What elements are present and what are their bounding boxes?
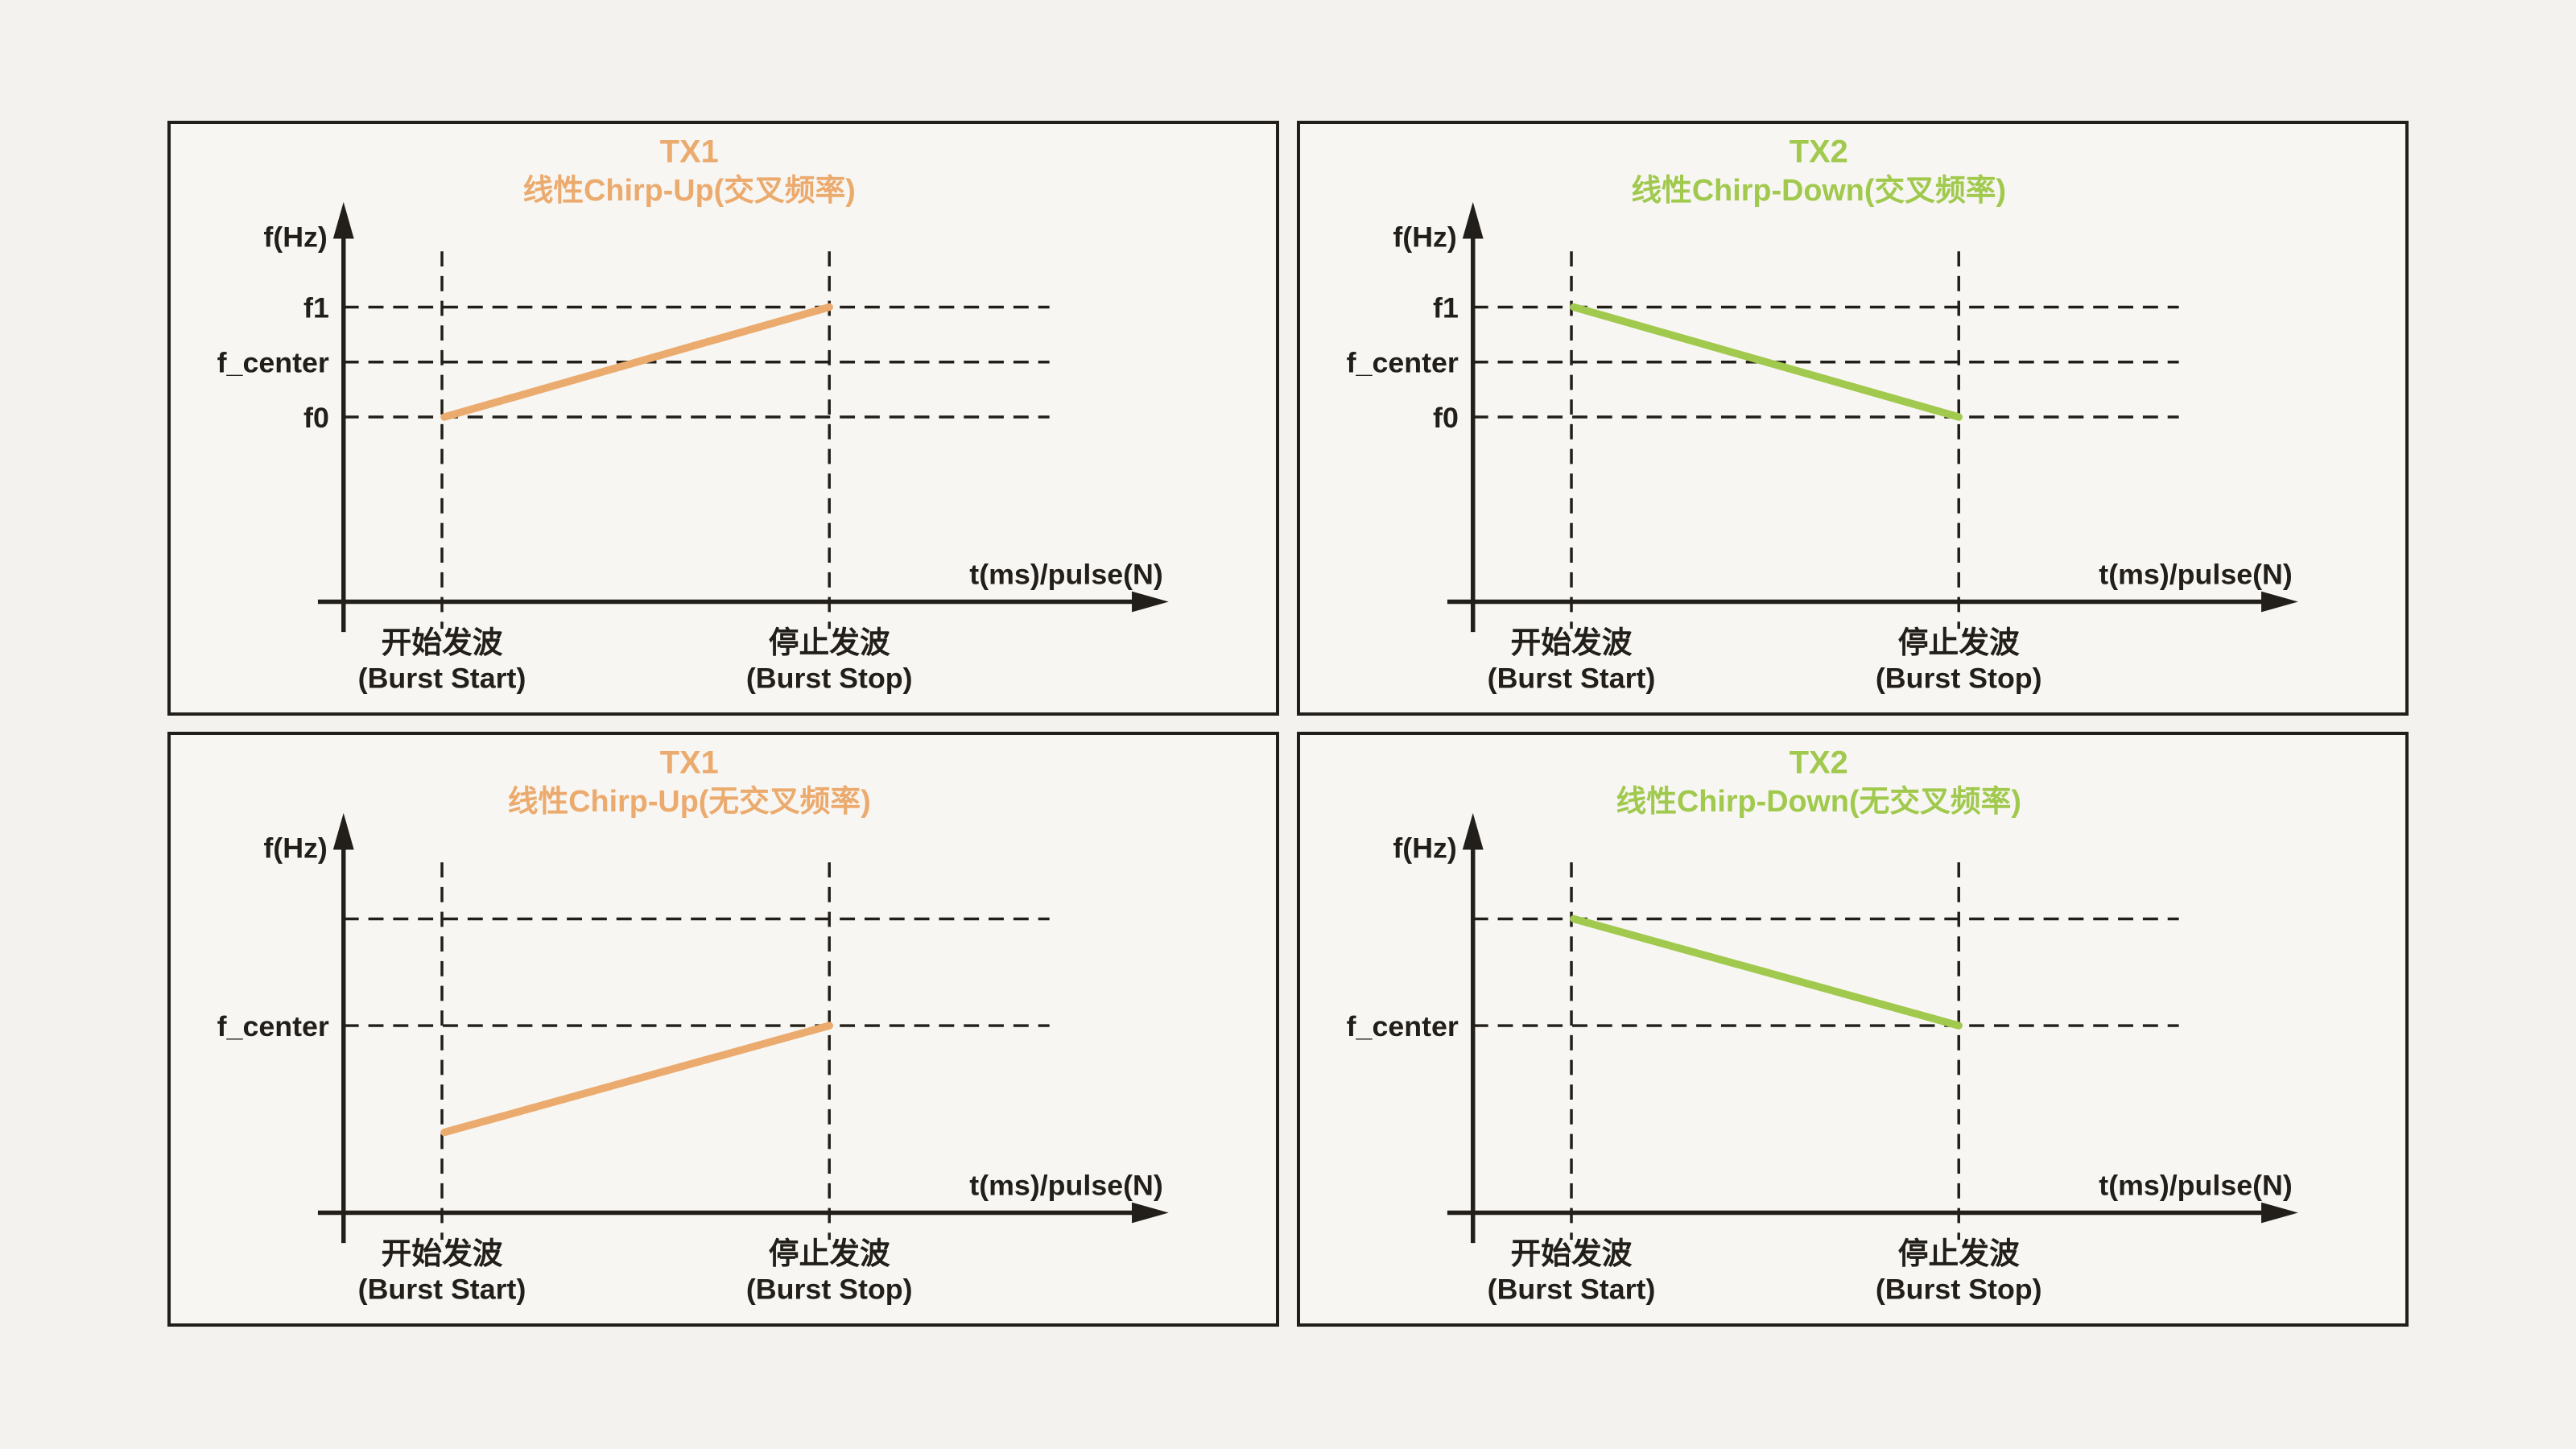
- freq-gridline-label: f_center: [1347, 1010, 1459, 1042]
- x-tick-label-zh: 停止发波: [769, 1236, 890, 1270]
- panel-tx1-chirp-up-uncrossed: TX1 线性Chirp-Up(无交叉频率) f_center 开始发波 (Burst S…: [167, 732, 1279, 1327]
- panel-title: TX1: [660, 745, 719, 781]
- freq-gridline-label: f0: [1433, 402, 1459, 434]
- y-axis-arrowhead-icon: [332, 201, 354, 239]
- x-tick-label-zh: 开始发波: [1511, 1236, 1633, 1270]
- x-axis-label: t(ms)/pulse(N): [969, 559, 1163, 591]
- x-tick-label-en: (Burst Stop): [1876, 662, 2042, 694]
- x-axis-arrowhead-icon: [1132, 1202, 1169, 1224]
- freq-gridline-label: f1: [1433, 291, 1459, 324]
- x-tick-label-en: (Burst Start): [1488, 1273, 1656, 1305]
- y-axis-arrowhead-icon: [1462, 201, 1484, 239]
- x-axis-arrowhead-icon: [1132, 591, 1169, 613]
- x-axis-label: t(ms)/pulse(N): [969, 1170, 1163, 1202]
- panel-tx1-chirp-up-crossed: TX1 线性Chirp-Up(交叉频率) f1 f_center f0 开始发波 (Burs…: [167, 121, 1279, 716]
- panel-subtitle: 线性Chirp-Down(无交叉频率): [1616, 784, 2021, 818]
- x-tick-label-zh: 开始发波: [382, 1236, 503, 1270]
- panel-title: TX2: [1790, 745, 1848, 781]
- freq-gridline-label: f_center: [1347, 347, 1459, 379]
- x-axis-label: t(ms)/pulse(N): [2099, 1170, 2293, 1202]
- freq-gridline-label: f_center: [217, 1010, 329, 1042]
- x-tick-label-en: (Burst Start): [358, 662, 526, 694]
- chirp-plot: TX2线性Chirp-Down(交叉频率)f1f_centerf0开始发波(Bu…: [1347, 134, 2298, 694]
- panel-title: TX1: [660, 134, 719, 170]
- panel-subtitle: 线性Chirp-Down(交叉频率): [1631, 173, 2006, 207]
- x-tick-label-zh: 停止发波: [769, 625, 890, 659]
- chirp-line-down: [1570, 914, 1963, 1030]
- chirp-line-up: [440, 1022, 833, 1137]
- x-tick-label-zh: 停止发波: [1898, 625, 2020, 659]
- panel-tx2-chirp-down-crossed: TX2 线性Chirp-Down(交叉频率) f1 f_center f0 开始发波 (Bu…: [1297, 121, 2409, 716]
- chirp-line-up: [440, 303, 833, 421]
- panel-subtitle: 线性Chirp-Up(交叉频率): [523, 173, 856, 207]
- x-axis-arrowhead-icon: [2261, 1202, 2298, 1224]
- x-tick-label-en: (Burst Start): [358, 1273, 526, 1305]
- panel-subtitle: 线性Chirp-Up(无交叉频率): [508, 784, 871, 818]
- x-tick-label-en: (Burst Stop): [746, 662, 913, 694]
- chirp-plot: TX1线性Chirp-Up(交叉频率)f1f_centerf0开始发波(Burs…: [217, 134, 1169, 694]
- chirp-line-down: [1570, 303, 1963, 421]
- y-axis-label: f(Hz): [263, 221, 327, 253]
- y-axis-label: f(Hz): [1393, 221, 1456, 253]
- x-axis-arrowhead-icon: [2261, 591, 2298, 613]
- x-axis-label: t(ms)/pulse(N): [2099, 559, 2293, 591]
- panel-tx2-chirp-down-uncrossed: TX2 线性Chirp-Down(无交叉频率) f_center 开始发波 (Burst…: [1297, 732, 2409, 1327]
- x-tick-label-en: (Burst Start): [1488, 662, 1656, 694]
- x-tick-label-zh: 开始发波: [1511, 625, 1633, 659]
- x-tick-label-en: (Burst Stop): [1876, 1273, 2042, 1305]
- y-axis-label: f(Hz): [263, 832, 327, 864]
- x-tick-label-zh: 开始发波: [382, 625, 503, 659]
- freq-gridline-label: f0: [303, 402, 329, 434]
- y-axis-arrowhead-icon: [1462, 812, 1484, 850]
- y-axis-arrowhead-icon: [332, 812, 354, 850]
- freq-gridline-label: f1: [303, 291, 329, 324]
- y-axis-label: f(Hz): [1393, 832, 1456, 864]
- panel-title: TX2: [1790, 134, 1848, 170]
- x-tick-label-zh: 停止发波: [1898, 1236, 2020, 1270]
- x-tick-label-en: (Burst Stop): [746, 1273, 913, 1305]
- chirp-plot: TX2线性Chirp-Down(无交叉频率)f_center开始发波(Burst…: [1347, 745, 2298, 1305]
- freq-gridline-label: f_center: [217, 347, 329, 379]
